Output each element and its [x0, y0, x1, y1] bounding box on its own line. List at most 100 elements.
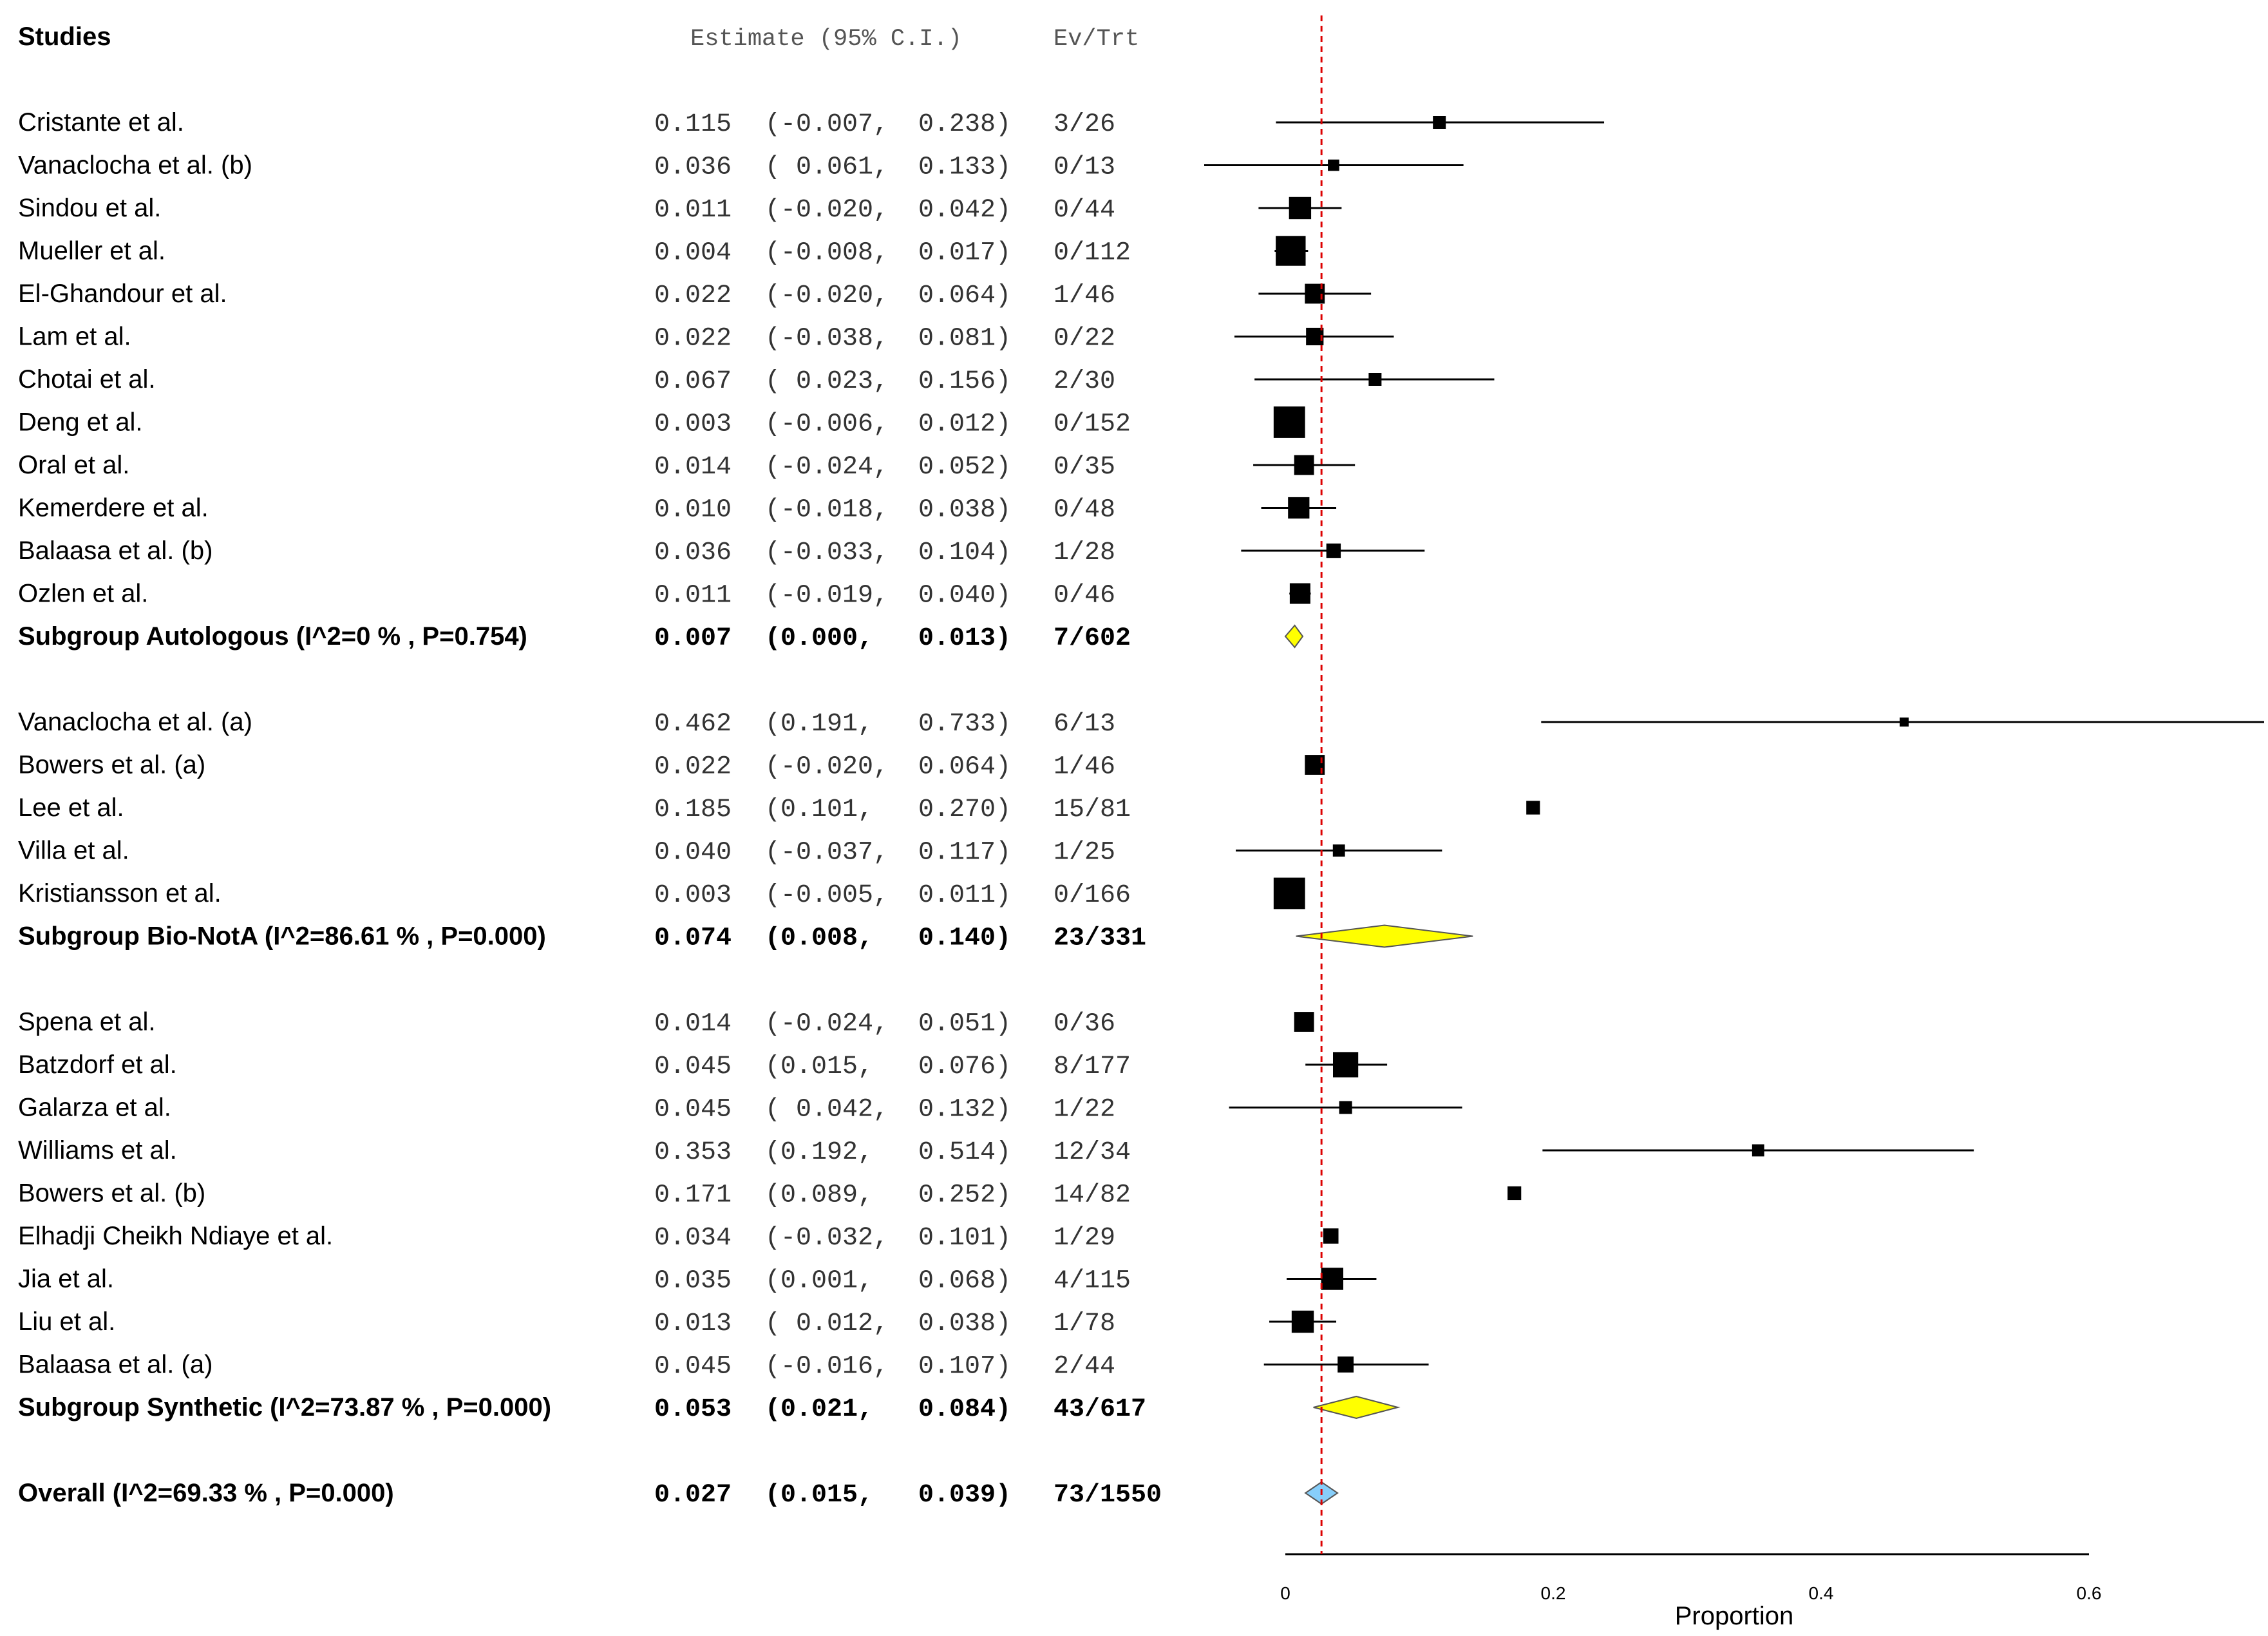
- ci-lower-value: (0.015,: [765, 1481, 873, 1510]
- ci-upper-value: 0.042): [918, 196, 1011, 225]
- study-name: Galarza et al.: [18, 1094, 171, 1122]
- study-row: Lam et al. 0.022 (-0.038, 0.081) 0/22: [18, 323, 1115, 354]
- estimate-value: 0.353: [654, 1138, 732, 1167]
- ci-upper-value: 0.081): [918, 325, 1011, 354]
- study-point-marker: [1291, 1310, 1314, 1333]
- events-total-value: 1/25: [1054, 839, 1115, 868]
- study-point-marker: [1433, 116, 1446, 129]
- study-name: Williams et al.: [18, 1136, 177, 1165]
- ci-lower-value: (-0.005,: [765, 881, 889, 910]
- subgroup-diamond: [1313, 1395, 1401, 1420]
- x-tick-label: 0.4: [1809, 1583, 1834, 1603]
- study-name: Elhadji Cheikh Ndiaye et al.: [18, 1222, 333, 1250]
- ci-upper-value: 0.133): [918, 153, 1011, 182]
- study-point-marker: [1321, 1268, 1343, 1290]
- ci-lower-value: (-0.008,: [765, 239, 889, 268]
- study-point-marker: [1323, 1228, 1339, 1244]
- ci-lower-value: (-0.020,: [765, 753, 889, 782]
- ci-upper-value: 0.012): [918, 410, 1011, 439]
- events-total-value: 4/115: [1054, 1267, 1131, 1296]
- ci-upper-value: 0.238): [918, 110, 1011, 139]
- events-total-value: 1/46: [1054, 281, 1115, 310]
- study-row: Kemerdere et al. 0.010 (-0.018, 0.038) 0/48: [18, 494, 1115, 525]
- events-total-value: 1/29: [1054, 1224, 1115, 1253]
- study-point-marker: [1339, 1101, 1352, 1114]
- evtrt-header: Ev/Trt: [1054, 26, 1139, 53]
- subgroup-diamond: [1296, 924, 1473, 948]
- ci-lower-value: (-0.024,: [765, 453, 889, 482]
- ci-lower-value: (-0.038,: [765, 325, 889, 354]
- ci-lower-value: (0.001,: [765, 1267, 873, 1296]
- events-total-value: 2/44: [1054, 1353, 1115, 1382]
- study-name: Batzdorf et al.: [18, 1051, 177, 1079]
- ci-lower-value: (-0.020,: [765, 281, 889, 310]
- estimate-value: 0.014: [654, 1010, 732, 1039]
- estimate-value: 0.003: [654, 881, 732, 910]
- ci-upper-value: 0.040): [918, 582, 1011, 611]
- study-row: Williams et al. 0.353 (0.192, 0.514) 12/34: [18, 1136, 1131, 1167]
- subgroup-name: Subgroup Synthetic (I^2=73.87 % , P=0.00…: [18, 1393, 551, 1422]
- study-name: Bowers et al. (b): [18, 1179, 205, 1208]
- study-row: Galarza et al. 0.045 ( 0.042, 0.132) 1/22: [18, 1094, 1115, 1125]
- x-tick-label: 0.2: [1541, 1583, 1566, 1603]
- ci-lower-value: (-0.033,: [765, 538, 889, 567]
- events-total-value: 1/46: [1054, 753, 1115, 782]
- study-row: Bowers et al. (b) 0.171 (0.089, 0.252) 14/82: [18, 1179, 1131, 1210]
- study-row: Mueller et al. 0.004 (-0.008, 0.017) 0/112: [18, 237, 1131, 268]
- ci-upper-value: 0.064): [918, 753, 1011, 782]
- ci-lower-value: (0.015,: [765, 1052, 873, 1081]
- ci-lower-value: (-0.037,: [765, 839, 889, 868]
- study-row: Jia et al. 0.035 (0.001, 0.068) 4/115: [18, 1265, 1131, 1296]
- study-name: Oral et al.: [18, 451, 129, 479]
- ci-upper-value: 0.104): [918, 538, 1011, 567]
- study-row: El-Ghandour et al. 0.022 (-0.020, 0.064) 1/4…: [18, 280, 1115, 310]
- study-name: Balaasa et al. (a): [18, 1351, 213, 1379]
- study-row: Spena et al. 0.014 (-0.024, 0.051) 0/36: [18, 1008, 1115, 1039]
- ci-lower-value: (-0.007,: [765, 110, 889, 139]
- study-row: Lee et al. 0.185 (0.101, 0.270) 15/81: [18, 794, 1131, 824]
- ci-upper-value: 0.038): [918, 496, 1011, 525]
- estimate-value: 0.045: [654, 1353, 732, 1382]
- ci-lower-value: (0.089,: [765, 1181, 873, 1210]
- estimate-value: 0.003: [654, 410, 732, 439]
- estimate-value: 0.011: [654, 582, 732, 611]
- study-name: Villa et al.: [18, 837, 129, 865]
- events-total-value: 0/13: [1054, 153, 1115, 182]
- estimate-value: 0.115: [654, 110, 732, 139]
- events-total-value: 15/81: [1054, 795, 1131, 824]
- study-row: Deng et al. 0.003 (-0.006, 0.012) 0/152: [18, 408, 1131, 439]
- study-row: Kristiansson et al. 0.003 (-0.005, 0.011) 0/…: [18, 879, 1131, 910]
- estimate-value: 0.011: [654, 196, 732, 225]
- events-total-value: 14/82: [1054, 1181, 1131, 1210]
- ci-lower-value: (0.192,: [765, 1138, 873, 1167]
- events-total-value: 1/28: [1054, 538, 1115, 567]
- study-point-marker: [1337, 1356, 1354, 1373]
- study-point-marker: [1276, 236, 1306, 266]
- study-name: Spena et al.: [18, 1008, 156, 1036]
- study-row: Liu et al. 0.013 ( 0.012, 0.038) 1/78: [18, 1308, 1115, 1338]
- events-total-value: 6/13: [1054, 710, 1115, 739]
- events-total-value: 0/48: [1054, 496, 1115, 525]
- estimate-value: 0.185: [654, 795, 732, 824]
- ci-lower-value: (-0.024,: [765, 1010, 889, 1039]
- estimate-value: 0.004: [654, 239, 732, 268]
- subgroup-row: Subgroup Bio-NotA (I^2=86.61 % , P=0.000…: [18, 922, 1146, 953]
- study-name: Chotai et al.: [18, 365, 155, 394]
- ci-upper-value: 0.733): [918, 710, 1011, 739]
- ci-upper-value: 0.064): [918, 281, 1011, 310]
- studies-header: Studies: [18, 23, 111, 51]
- estimate-value: 0.007: [654, 624, 732, 653]
- ci-upper-value: 0.117): [918, 839, 1011, 868]
- ci-lower-value: ( 0.042,: [765, 1096, 889, 1125]
- estimate-value: 0.067: [654, 367, 732, 396]
- estimate-value: 0.022: [654, 325, 732, 354]
- events-total-value: 73/1550: [1054, 1481, 1162, 1510]
- study-point-marker: [1328, 159, 1339, 171]
- events-total-value: 3/26: [1054, 110, 1115, 139]
- ci-upper-value: 0.084): [918, 1395, 1011, 1424]
- study-name: Balaasa et al. (b): [18, 537, 213, 565]
- ci-lower-value: (-0.016,: [765, 1353, 889, 1382]
- events-total-value: 1/78: [1054, 1309, 1115, 1338]
- study-name: Sindou et al.: [18, 194, 161, 222]
